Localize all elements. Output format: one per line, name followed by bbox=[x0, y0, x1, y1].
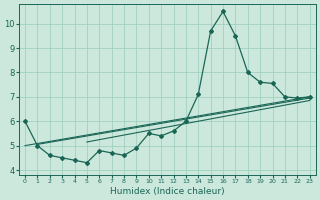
X-axis label: Humidex (Indice chaleur): Humidex (Indice chaleur) bbox=[110, 187, 225, 196]
